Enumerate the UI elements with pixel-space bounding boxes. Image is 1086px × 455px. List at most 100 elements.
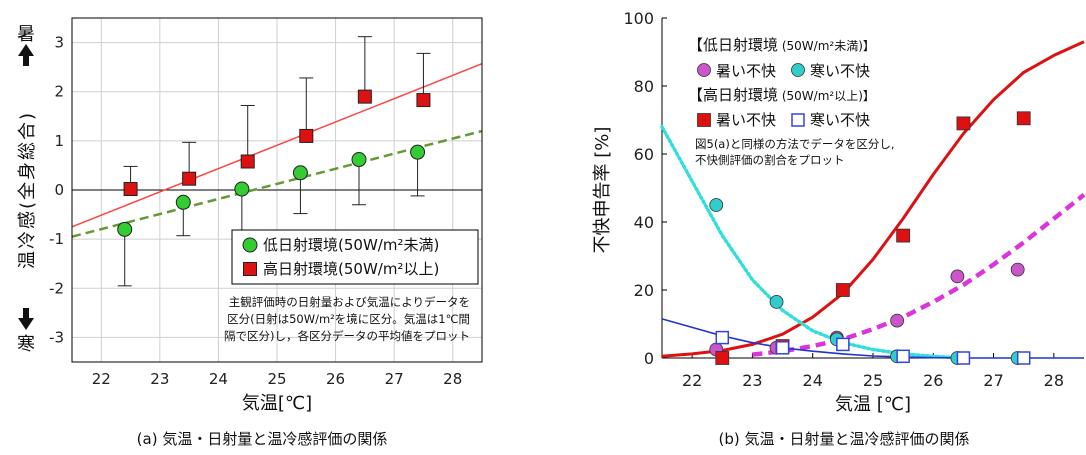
data-point [836,337,850,352]
data-point [775,341,790,355]
data-point [1016,351,1031,365]
data-point [769,294,784,309]
y-tick-label: -2 [49,279,64,297]
legend-marker [242,237,258,253]
data-point [117,221,133,237]
legend-marker [791,113,805,127]
x-tick-label: 22 [92,370,111,388]
data-point [410,144,426,160]
legend-label: 寒い不快 [810,62,870,80]
data-point [709,198,724,212]
annotation-text: 区分(日射は50W/m²を境に区分。気温は1℃間 [227,312,470,326]
data-point [896,349,910,364]
y-tick-label: 3 [54,34,64,52]
x-tick-label: 27 [385,370,404,388]
data-point [416,93,431,108]
data-point [950,269,965,284]
legend-label: 低日射環境(50W/m²未満) [263,236,439,254]
data-point [357,89,372,104]
data-point [292,165,308,181]
y-label-cold: 寒 [17,334,35,355]
panel-a-chart: 22 23 24 25 26 27 28-3-2-10123気温[℃]暑温冷感(全身総合)寒… [17,17,483,448]
x-tick-label: 28 [443,370,462,388]
data-point [240,154,255,169]
y-tick-label: -3 [49,328,64,346]
legend-marker [697,63,711,77]
legend: 低日射環境(50W/m²未満) 高日射環境(50W/m²以上) [231,229,479,285]
legend-marker [791,63,805,77]
y-tick-label: 0 [54,181,64,199]
y-tick-label: 2 [54,83,64,101]
fit-curve [752,193,1086,357]
fit-curve [660,125,966,360]
x-tick-label: 23 [150,370,169,388]
x-tick-label: 24 [803,371,823,390]
data-point [234,181,250,197]
annotation-text: 不快側評価の割合をプロット [695,153,845,167]
y-tick-label: -1 [49,230,64,248]
legend-marker [697,113,711,127]
y-tick-label: 1 [54,132,64,150]
data-point [956,351,971,365]
data-point [1010,262,1025,277]
y-tick-label: 80 [634,77,654,96]
data-point [956,116,971,131]
data-point [299,128,314,143]
data-point [351,152,367,168]
legend-label: 暑い不快 [716,62,776,80]
x-tick-label: 26 [923,371,943,390]
x-tick-label: 28 [1044,371,1064,390]
arrow-down-icon [18,308,34,330]
regression-line [71,63,483,228]
legend-group-name: 【高日射環境 [688,86,778,104]
y-tick-label: 100 [623,9,654,28]
legend-group-name: 【低日射環境 [688,36,778,54]
y-axis-label: 温冷感(全身総合) [17,111,38,269]
y-tick-label: 40 [634,213,654,232]
data-point [1016,111,1031,126]
panel-b-chart: 22 23 24 25 26 27 28 0 20 40 60 80 100 気温 [℃] 不快申告率 [%… [592,9,1086,448]
arrow-up-icon [18,44,34,66]
y-tick-label: 60 [634,145,654,164]
data-point [896,228,911,243]
legend-box [685,32,925,132]
x-axis-label: 気温[℃] [242,393,312,414]
y-tick-label: 20 [634,281,654,300]
figure-caption: (b) 気温・日射量と温冷感評価の関係 [719,430,970,448]
legend-label: 高日射環境(50W/m²以上) [263,260,439,278]
x-tick-label: 24 [209,370,228,388]
x-tick-label: 27 [983,371,1003,390]
x-tick-label: 26 [326,370,345,388]
data-point [123,182,138,197]
annotation-text: 主観評価時の日射量および気温によりデータを [229,295,470,309]
legend-group-title: 【低日射環境 (50W/m²未満)】 [688,36,875,54]
figure-caption: (a) 気温・日射量と温冷感評価の関係 [137,430,388,448]
x-tick-label: 25 [863,371,883,390]
fit-curve [661,40,1085,358]
x-tick-label: 23 [742,371,762,390]
data-point [715,351,730,365]
plot-frame [71,17,483,363]
y-label-hot: 暑 [17,24,35,45]
data-point [182,171,197,186]
legend-label: 寒い不快 [810,111,870,129]
legend-box [231,229,479,285]
annotation-text: 図5(a)と同様の方法でデータを区分し, [695,137,895,151]
x-tick-label: 22 [682,371,702,390]
legend-marker [243,262,257,276]
legend-group-unit: (50W/m²以上)】 [778,89,875,103]
legend-label: 暑い不快 [716,111,776,129]
y-axis-label: 不快申告率 [%] [592,127,613,254]
legend: 【低日射環境 (50W/m²未満)】暑い不快 寒い不快【高日射環境 (50W/m²… [685,32,925,132]
data-point [835,283,850,297]
x-tick-label: 25 [267,370,286,388]
legend-group-title: 【高日射環境 (50W/m²以上)】 [688,86,875,104]
data-point [715,330,730,345]
legend-group-unit: (50W/m²未満)】 [778,39,875,53]
y-tick-label: 0 [644,349,654,368]
data-point [175,194,191,210]
x-axis-label: 気温 [℃] [835,394,911,415]
annotation-text: 隔で区分)し，各区分データの平均値をプロット [224,329,470,343]
data-point [890,313,905,328]
